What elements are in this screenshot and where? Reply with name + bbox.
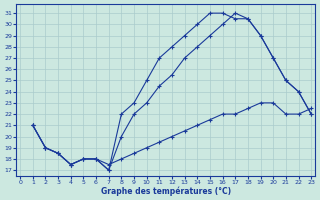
X-axis label: Graphe des températures (°C): Graphe des températures (°C) [100,186,231,196]
